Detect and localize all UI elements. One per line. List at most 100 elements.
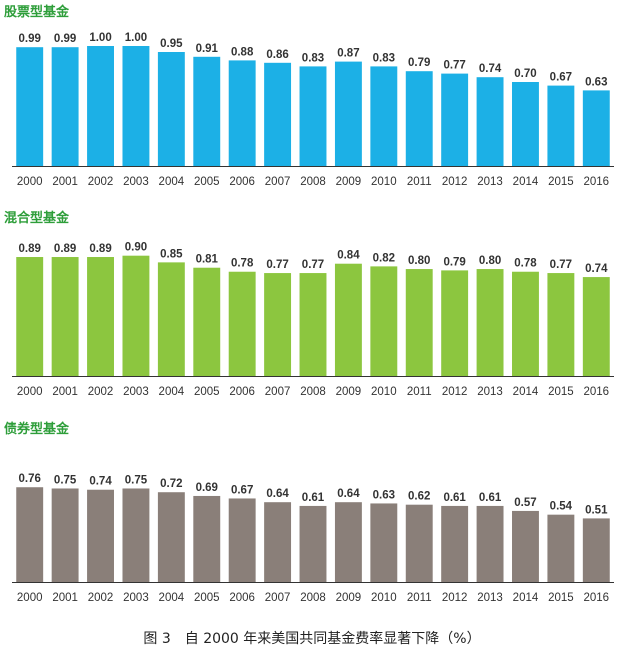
- bond-x-tick-2007: 2007: [265, 592, 291, 604]
- equity-value-label-2010: 0.83: [373, 52, 395, 64]
- hybrid-x-tick-2008: 2008: [300, 386, 326, 398]
- equity-x-tick-2003: 2003: [123, 176, 149, 188]
- hybrid-x-tick-2010: 2010: [371, 386, 397, 398]
- equity-x-tick-2000: 2000: [17, 176, 43, 188]
- equity-chart-title: 股票型基金: [4, 4, 70, 20]
- hybrid-value-label-2016: 0.74: [585, 263, 608, 275]
- equity-bar-2014: [512, 82, 539, 166]
- hybrid-x-tick-2015: 2015: [548, 386, 574, 398]
- equity-x-tick-2005: 2005: [194, 176, 220, 188]
- bond-bar-2001: [51, 488, 79, 582]
- equity-value-label-2014: 0.70: [514, 68, 536, 80]
- figure-caption: 图 3 自 2000 年来美国共同基金费率显著下降（%）: [143, 631, 481, 647]
- bond-bar-2016: [582, 518, 610, 582]
- bond-value-label-2011: 0.62: [408, 491, 430, 503]
- equity-x-tick-2011: 2011: [407, 176, 432, 188]
- hybrid-chart-title: 混合型基金: [4, 210, 70, 226]
- hybrid-x-tick-2001: 2001: [52, 386, 78, 398]
- hybrid-bar-2015: [547, 273, 575, 376]
- hybrid-bar-2005: [193, 267, 221, 376]
- equity-bar-2012: [441, 73, 469, 166]
- bond-bar-2000: [16, 487, 44, 582]
- equity-value-label-2011: 0.79: [408, 57, 430, 69]
- hybrid-value-label-2001: 0.89: [54, 243, 76, 255]
- bond-value-label-2001: 0.75: [54, 474, 77, 486]
- bond-x-tick-2006: 2006: [229, 592, 255, 604]
- bond-value-label-2003: 0.75: [125, 474, 148, 486]
- bond-bar-2008: [299, 505, 327, 582]
- equity-value-label-2008: 0.83: [302, 52, 324, 64]
- bond-x-tick-2002: 2002: [88, 592, 114, 604]
- hybrid-bar-2011: [405, 269, 433, 376]
- equity-x-tick-2008: 2008: [300, 176, 326, 188]
- hybrid-value-label-2000: 0.89: [19, 243, 41, 255]
- hybrid-value-label-2004: 0.85: [160, 248, 183, 260]
- hybrid-bar-2002: [87, 257, 114, 376]
- hybrid-value-label-2006: 0.78: [231, 258, 254, 270]
- equity-x-tick-2015: 2015: [548, 176, 574, 188]
- equity-bar-2003: [122, 46, 150, 166]
- bond-value-label-2007: 0.64: [266, 488, 289, 500]
- hybrid-x-tick-2000: 2000: [17, 386, 43, 398]
- equity-bar-2013: [476, 77, 504, 166]
- hybrid-x-tick-2011: 2011: [407, 386, 432, 398]
- equity-bar-2015: [547, 85, 575, 166]
- hybrid-bar-2016: [582, 277, 610, 376]
- equity-x-tick-2006: 2006: [229, 176, 255, 188]
- hybrid-x-tick-2012: 2012: [442, 386, 468, 398]
- bond-value-label-2008: 0.61: [302, 492, 325, 504]
- equity-value-label-2006: 0.88: [231, 46, 254, 58]
- bond-value-label-2005: 0.69: [196, 482, 218, 494]
- bond-x-tick-2004: 2004: [159, 592, 185, 604]
- hybrid-bar-2008: [299, 273, 327, 376]
- hybrid-bar-2007: [264, 273, 292, 376]
- hybrid-bar-2013: [476, 269, 504, 376]
- hybrid-x-tick-2005: 2005: [194, 386, 220, 398]
- equity-bar-2002: [87, 46, 114, 166]
- bond-bar-2005: [193, 495, 221, 582]
- hybrid-value-label-2013: 0.80: [479, 255, 501, 267]
- bond-chart-title: 债券型基金: [4, 421, 70, 437]
- hybrid-x-tick-2009: 2009: [336, 386, 362, 398]
- bond-x-tick-2010: 2010: [371, 592, 397, 604]
- equity-x-tick-2012: 2012: [442, 176, 468, 188]
- hybrid-bar-2003: [122, 255, 150, 376]
- bond-bar-2011: [405, 504, 433, 582]
- bond-bar-2004: [157, 492, 185, 582]
- bond-bar-2007: [264, 502, 292, 582]
- equity-bar-2010: [370, 66, 398, 166]
- bond-bar-2009: [334, 502, 362, 582]
- bond-bar-2012: [441, 505, 469, 582]
- hybrid-x-tick-2016: 2016: [583, 386, 609, 398]
- hybrid-value-label-2014: 0.78: [514, 258, 537, 270]
- equity-bar-2000: [16, 47, 44, 167]
- bond-bar-2010: [370, 503, 398, 582]
- hybrid-value-label-2007: 0.77: [266, 259, 288, 271]
- hybrid-x-tick-2013: 2013: [477, 386, 503, 398]
- bond-x-tick-2013: 2013: [477, 592, 503, 604]
- bond-bar-2006: [228, 498, 256, 582]
- hybrid-x-tick-2002: 2002: [88, 386, 114, 398]
- bond-value-label-2010: 0.63: [373, 489, 395, 501]
- hybrid-value-label-2008: 0.77: [302, 259, 324, 271]
- bond-value-label-2002: 0.74: [89, 476, 112, 488]
- equity-x-tick-2016: 2016: [583, 176, 609, 188]
- hybrid-value-label-2010: 0.82: [373, 252, 395, 264]
- bond-x-tick-2015: 2015: [548, 592, 574, 604]
- equity-value-label-2009: 0.87: [337, 48, 359, 60]
- equity-value-label-2015: 0.67: [550, 72, 572, 84]
- hybrid-x-tick-2007: 2007: [265, 386, 291, 398]
- equity-value-label-2012: 0.77: [443, 60, 465, 72]
- bond-x-tick-2014: 2014: [513, 592, 539, 604]
- hybrid-value-label-2003: 0.90: [125, 242, 147, 254]
- hybrid-bar-2009: [334, 263, 362, 376]
- equity-x-tick-2014: 2014: [513, 176, 539, 188]
- equity-bar-2005: [193, 56, 221, 166]
- hybrid-value-label-2011: 0.80: [408, 255, 430, 267]
- equity-bar-2008: [299, 66, 327, 166]
- equity-value-label-2002: 1.00: [89, 32, 111, 44]
- equity-value-label-2007: 0.86: [266, 49, 288, 61]
- hybrid-bar-2006: [228, 271, 256, 376]
- equity-x-tick-2009: 2009: [336, 176, 362, 188]
- bond-x-tick-2003: 2003: [123, 592, 149, 604]
